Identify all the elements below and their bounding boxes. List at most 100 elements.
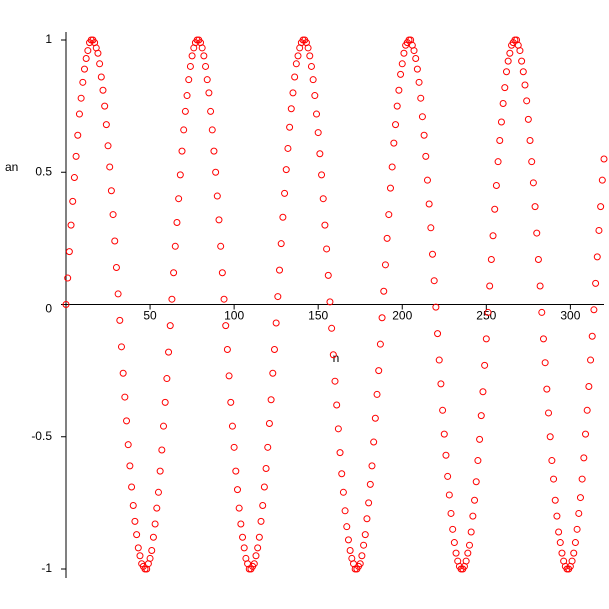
point [149,533,157,541]
point [425,200,433,208]
point [114,290,122,298]
point [541,359,549,367]
point [543,385,551,393]
point [133,531,141,539]
point [343,523,351,531]
point [479,388,487,396]
point [538,308,546,316]
point [523,97,531,105]
point [220,295,228,303]
point [116,316,124,324]
point [593,253,601,261]
point [210,147,218,155]
point [170,269,178,277]
point [450,539,458,547]
point [553,512,561,520]
x-tick-label: 300 [560,309,580,323]
point [324,271,332,279]
point [67,221,75,229]
y-tick-label: 1 [45,32,52,46]
point [427,224,435,232]
point [240,544,248,552]
point [386,184,394,192]
point [136,552,144,560]
point [368,462,376,470]
point [422,152,430,160]
point [580,454,588,462]
point [573,525,581,533]
point [471,496,479,504]
point [186,62,194,70]
point [437,380,445,388]
point [97,73,105,81]
y-tick-label: -0.5 [31,429,52,443]
point [64,274,72,282]
point [111,237,119,245]
point [388,163,396,171]
point [442,451,450,459]
point [223,345,231,353]
point [202,62,210,70]
point [252,552,260,560]
point [198,44,206,52]
point [339,488,347,496]
point [585,382,593,390]
point [284,144,292,152]
point [413,65,421,73]
point [568,557,576,565]
point [435,356,443,364]
point [70,174,78,182]
point [314,129,322,137]
point [264,443,272,451]
point [331,377,339,385]
point [365,499,373,507]
point [128,483,136,491]
point [524,115,532,123]
point [319,195,327,203]
point [291,73,299,81]
point [548,457,556,465]
point [200,52,208,60]
point [272,319,280,327]
point [208,126,216,134]
point [222,322,230,330]
point [274,293,282,301]
point [286,123,294,131]
point [117,343,125,351]
point [281,189,289,197]
point [583,406,591,414]
point [447,509,455,517]
point [188,52,196,60]
point [239,533,247,541]
point [74,131,82,139]
point [326,298,334,306]
point [466,541,473,549]
point [65,248,73,256]
point [371,414,379,422]
point [153,504,161,512]
point [106,163,114,171]
point [521,81,529,89]
point [501,84,509,92]
point [134,544,142,552]
point [96,60,104,68]
point [341,507,349,515]
point [84,47,92,55]
point [481,361,489,369]
point [307,62,315,70]
point [166,322,174,330]
point [474,457,482,465]
point [99,86,107,94]
point [109,211,117,219]
point [203,76,211,84]
point [289,89,297,97]
point [360,541,368,549]
point [423,176,431,184]
point [112,263,120,271]
point [94,49,102,57]
point [376,340,384,348]
point [590,306,598,314]
point [183,92,191,100]
point [235,504,243,512]
point [556,539,564,547]
